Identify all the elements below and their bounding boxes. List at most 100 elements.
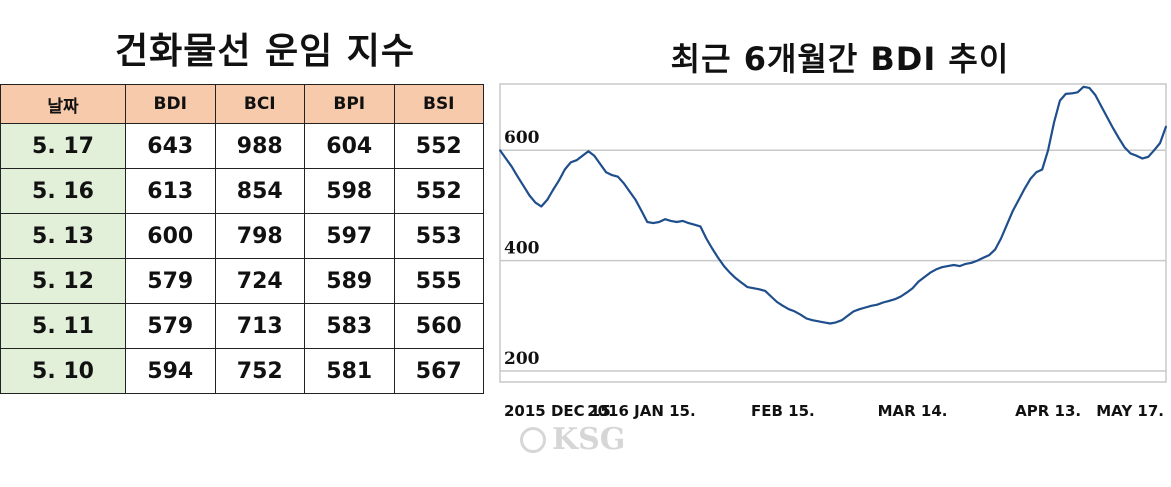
data-point	[711, 247, 714, 250]
emblem-icon	[520, 426, 546, 453]
x-tick-label: FEB 15.	[751, 402, 815, 420]
bpi-cell: 581	[304, 348, 395, 394]
data-point	[835, 321, 837, 324]
date-cell: 5. 13	[0, 213, 126, 259]
data-point	[687, 222, 690, 225]
bci-cell: 752	[214, 348, 305, 394]
table-row: 5. 16 613 854 598 552	[0, 168, 484, 214]
bdi-cell: 600	[125, 213, 216, 259]
data-point	[764, 290, 767, 292]
header-bsi: BSI	[393, 84, 484, 124]
data-point	[1147, 155, 1150, 158]
data-point	[899, 295, 902, 298]
data-point	[575, 159, 578, 162]
data-point	[852, 310, 855, 313]
data-point	[510, 165, 513, 168]
bdi-cell: 579	[125, 303, 216, 349]
data-point	[888, 300, 890, 302]
data-point	[593, 154, 596, 157]
data-point	[1076, 91, 1079, 94]
data-point	[699, 225, 702, 228]
y-tick-label: 400	[504, 239, 540, 259]
data-point	[823, 321, 826, 324]
data-point	[534, 201, 537, 204]
data-point	[499, 149, 501, 152]
bdi-cell: 613	[125, 168, 216, 214]
data-point	[528, 194, 531, 197]
data-point	[1000, 237, 1002, 240]
data-point	[552, 189, 554, 191]
data-point	[1059, 99, 1061, 102]
data-point	[505, 157, 507, 160]
date-cell: 5. 16	[0, 168, 126, 214]
data-point	[864, 306, 867, 309]
data-point	[782, 304, 784, 307]
data-point	[793, 310, 796, 313]
data-point	[988, 254, 991, 256]
data-point	[982, 256, 985, 259]
bdi-cell: 643	[125, 123, 216, 169]
data-point	[911, 287, 914, 290]
header-bpi: BPI	[304, 84, 395, 124]
bdi-line-chart: 200 400 600 2015 DEC 15. 2016 JAN 15. FEB 15.…	[498, 82, 1170, 427]
data-point	[670, 220, 672, 222]
chart-canvas: 200 400 600 2015 DEC 15.2016 JAN 15. FEB 15.…	[499, 83, 1168, 420]
date-cell: 5. 11	[0, 303, 126, 349]
data-point	[558, 179, 560, 182]
y-tick-label: 600	[504, 128, 540, 148]
data-point	[1123, 146, 1126, 149]
data-point	[941, 266, 943, 269]
data-point	[929, 271, 932, 274]
data-point	[540, 205, 543, 208]
data-point	[693, 223, 696, 226]
data-point	[976, 259, 979, 262]
bci-cell: 854	[214, 168, 305, 214]
data-point	[1017, 199, 1020, 201]
x-tick-label: 2016 JAN 15.	[587, 402, 696, 420]
data-point	[846, 314, 849, 317]
data-point	[970, 261, 973, 264]
x-tick-label: MAY 17.	[1096, 402, 1164, 420]
bsi-cell: 560	[393, 303, 484, 349]
header-bdi: BDI	[125, 84, 216, 124]
data-point	[758, 288, 761, 291]
data-point	[734, 277, 737, 280]
data-point	[723, 265, 725, 267]
data-point	[905, 291, 908, 294]
freight-index-table: 날짜 BDI BCI BPI BSI 5. 17 643 988 604 552…	[0, 84, 484, 394]
data-point	[1023, 188, 1026, 190]
table-row: 5. 13 600 798 597 553	[0, 213, 484, 259]
data-point	[681, 220, 684, 222]
header-date: 날짜	[0, 84, 126, 124]
watermark-text: KSG	[552, 422, 626, 457]
data-point	[752, 287, 755, 290]
data-point	[1029, 178, 1032, 180]
chart-title: 최근 6개월간 BDI 추이	[670, 40, 1010, 78]
data-point	[1135, 154, 1138, 157]
data-point	[952, 264, 955, 266]
data-point	[1117, 137, 1120, 139]
data-point	[1064, 93, 1067, 95]
date-cell: 5. 12	[0, 258, 126, 304]
data-point	[870, 304, 873, 307]
bsi-cell: 552	[393, 168, 484, 214]
table-title: 건화물선 운임 지수	[114, 31, 416, 72]
table-header-row: 날짜 BDI BCI BPI BSI	[0, 84, 484, 124]
bci-cell: 724	[214, 258, 305, 304]
data-point	[599, 163, 602, 165]
data-point	[1141, 157, 1144, 160]
data-point	[770, 295, 772, 298]
data-point	[811, 319, 814, 322]
bpi-cell: 604	[304, 123, 395, 169]
data-point	[1041, 168, 1044, 171]
table-row: 5. 17 643 988 604 552	[0, 123, 484, 169]
data-point	[840, 319, 843, 322]
data-point	[1100, 105, 1103, 107]
table-row: 5. 12 579 724 589 555	[0, 258, 484, 304]
bci-cell: 798	[214, 213, 305, 259]
data-point	[799, 313, 802, 316]
data-point	[1088, 87, 1091, 89]
header-bci: BCI	[214, 84, 305, 124]
data-point	[1165, 125, 1167, 128]
x-tick-label: APR 13.	[1015, 402, 1081, 420]
